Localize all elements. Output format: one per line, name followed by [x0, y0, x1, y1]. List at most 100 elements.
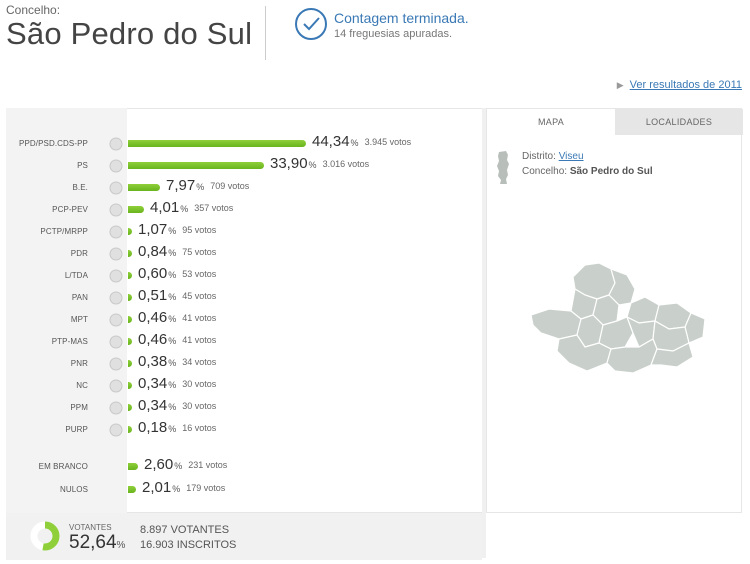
page-title: São Pedro do Sul	[6, 16, 253, 51]
party-name: PCP-PEV	[52, 205, 88, 214]
result-bar	[128, 360, 132, 367]
result-percent: 0,38%	[138, 353, 177, 370]
result-votes: 34 votos	[182, 357, 217, 367]
result-votes: 75 votos	[182, 247, 217, 257]
concelho-label: Concelho:	[6, 3, 61, 17]
pan-logo	[92, 290, 126, 306]
result-percent: 0,60%	[138, 265, 177, 282]
party-name: PS	[77, 161, 88, 170]
result-votes: 41 votos	[182, 313, 217, 323]
result-percent: 0,34%	[138, 397, 177, 414]
result-percent: 44,34%	[312, 133, 359, 150]
freguesia-shape	[684, 312, 706, 344]
result-row: PCP-PEV 4,01% 357 votos	[6, 199, 482, 218]
result-bar	[128, 250, 132, 257]
party-name: PURP	[65, 425, 88, 434]
previous-results-link[interactable]: Ver resultados de 2011	[629, 79, 742, 91]
result-percent: 0,51%	[138, 287, 177, 304]
pctp-mrpp-logo	[92, 224, 126, 240]
concelho-line: Concelho: São Pedro do Sul	[522, 166, 653, 177]
check-icon	[295, 8, 327, 40]
result-bar	[128, 184, 160, 191]
previous-results: ▶ Ver resultados de 2011	[617, 79, 742, 91]
result-percent: 0,18%	[138, 419, 177, 436]
party-name: PNR	[70, 359, 88, 368]
result-votes: 231 votos	[188, 460, 228, 470]
result-percent: 0,84%	[138, 243, 177, 260]
turnout-percent: 52,64%	[69, 532, 126, 553]
ps-logo	[92, 158, 126, 174]
tabs: MAPA LOCALIDADES	[487, 109, 743, 135]
result-bar	[128, 426, 132, 433]
party-name: L/TDA	[64, 271, 88, 280]
result-percent: 0,34%	[138, 375, 177, 392]
result-votes: 95 votos	[182, 225, 217, 235]
result-percent: 7,97%	[166, 177, 205, 194]
status-title: Contagem terminada.	[334, 10, 469, 26]
result-row: PPD/PSD.CDS-PP 44,34% 3.945 votos	[6, 133, 482, 152]
result-votes: 30 votos	[182, 401, 217, 411]
result-row: PAN 0,51% 45 votos	[6, 287, 482, 306]
party-name: NC	[76, 381, 88, 390]
party-name: B.E.	[72, 183, 88, 192]
result-bar	[128, 404, 132, 411]
turnout-summary: VOTANTES 52,64% 8.897 VOTANTES 16.903 IN…	[6, 513, 482, 560]
party-name: NULOS	[59, 485, 88, 494]
mpt-logo	[92, 312, 126, 328]
result-votes: 3.945 votos	[364, 137, 412, 147]
ptp-mas-logo	[92, 334, 126, 350]
party-name: PAN	[71, 293, 88, 302]
result-percent: 1,07%	[138, 221, 177, 238]
map-panel: MAPA LOCALIDADES Distrito: Viseu Concelh…	[486, 108, 743, 513]
party-name: MPT	[70, 315, 88, 324]
distrito-link[interactable]: Viseu	[558, 151, 584, 162]
votantes-count: 8.897 VOTANTES	[140, 524, 230, 536]
result-bar	[128, 294, 132, 301]
result-bar	[128, 382, 132, 389]
party-name: PCTP/MRPP	[40, 227, 88, 236]
result-row: B.E. 7,97% 709 votos	[6, 177, 482, 196]
result-bar	[128, 228, 132, 235]
result-votes: 357 votos	[194, 203, 234, 213]
pdr-logo	[92, 246, 126, 262]
concelho-map[interactable]	[527, 259, 707, 394]
arrow-right-icon: ▶	[616, 80, 624, 90]
result-votes: 179 votos	[186, 483, 226, 493]
tab-localidades[interactable]: LOCALIDADES	[615, 109, 743, 135]
be-logo	[92, 180, 126, 196]
livre-logo	[92, 268, 126, 284]
result-row: L/TDA 0,60% 53 votos	[6, 265, 482, 284]
pnr-logo	[92, 356, 126, 372]
nc-logo	[92, 378, 126, 394]
panel-separator	[482, 108, 486, 558]
freguesia-shape	[608, 268, 636, 306]
distrito-line: Distrito: Viseu	[522, 151, 584, 162]
result-votes: 3.016 votos	[322, 159, 370, 169]
party-name: PPD/PSD.CDS-PP	[19, 139, 88, 148]
result-row: NULOS 2,01% 179 votos	[6, 479, 482, 498]
tab-mapa[interactable]: MAPA	[487, 109, 615, 135]
result-votes: 41 votos	[182, 335, 217, 345]
result-row: PTP-MAS 0,46% 41 votos	[6, 331, 482, 350]
result-percent: 2,60%	[144, 456, 183, 473]
result-votes: 53 votos	[182, 269, 217, 279]
inscritos-count: 16.903 INSCRITOS	[140, 539, 237, 551]
result-votes: 16 votos	[182, 423, 217, 433]
party-name: EM BRANCO	[38, 462, 88, 471]
result-votes: 45 votos	[182, 291, 217, 301]
result-votes: 709 votos	[210, 181, 250, 191]
portugal-map-icon	[497, 151, 509, 184]
result-percent: 4,01%	[150, 199, 189, 216]
result-row: PURP 0,18% 16 votos	[6, 419, 482, 438]
result-votes: 30 votos	[182, 379, 217, 389]
result-bar	[128, 486, 136, 493]
result-bar	[128, 162, 264, 169]
freguesia-shape	[650, 342, 694, 368]
party-column	[6, 108, 127, 513]
result-row: EM BRANCO 2,60% 231 votos	[6, 456, 482, 475]
psd-cds-logo	[92, 136, 126, 152]
party-name: PDR	[70, 249, 88, 258]
turnout-donut	[30, 521, 60, 551]
ppm-logo	[92, 400, 126, 416]
result-percent: 33,90%	[270, 155, 317, 172]
